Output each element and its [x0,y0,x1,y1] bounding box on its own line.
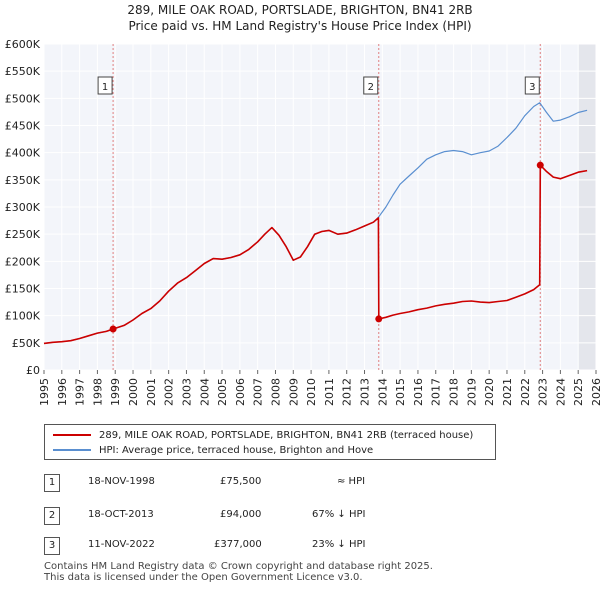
y-tick-label: £600K [5,38,41,51]
sale-price: £377,000 [214,539,262,550]
y-tick-label: £450K [5,120,41,133]
y-tick-label: £300K [5,201,41,214]
sale-point [109,325,117,333]
x-tick-label: 2007 [252,378,265,406]
footer-copyright: Contains HM Land Registry data © Crown c… [44,561,433,572]
x-tick-label: 1996 [56,378,69,406]
sale-date: 18-OCT-2013 [88,509,154,520]
y-tick-label: £550K [5,65,41,78]
x-tick-label: 2017 [430,378,443,406]
sale-point [375,315,383,323]
x-tick-label: 2021 [501,378,514,406]
y-tick-label: £350K [5,174,41,187]
x-tick-label: 2001 [145,378,158,406]
x-tick-label: 2025 [572,378,585,406]
legend-label-property: 289, MILE OAK ROAD, PORTSLADE, BRIGHTON,… [99,429,474,441]
x-tick-label: 2009 [287,378,300,406]
legend: 289, MILE OAK ROAD, PORTSLADE, BRIGHTON,… [44,424,496,460]
price-chart: £0 £50K £100K £150K £200K £250K £300K £350K £400… [5,38,600,406]
y-tick-label: £400K [5,147,41,160]
sale-price: £75,500 [220,476,262,487]
y-tick-label: £100K [5,310,41,323]
x-tick-label: 2002 [163,378,176,406]
x-tick-label: 2008 [269,378,282,406]
legend-label-hpi: HPI: Average price, terraced house, Brig… [99,444,374,456]
x-tick-label: 2000 [127,378,140,406]
footer: Contains HM Land Registry data © Crown c… [44,561,433,583]
y-tick-label: £250K [5,228,41,241]
chart-title-line1: 289, MILE OAK ROAD, PORTSLADE, BRIGHTON,… [127,3,473,17]
x-tick-label: 2018 [448,378,461,406]
x-tick-label: 1999 [109,378,122,406]
legend-item-property: 289, MILE OAK ROAD, PORTSLADE, BRIGHTON,… [53,428,473,442]
sale-label-text: 1 [102,82,108,93]
sale-number-badge: 3 [44,537,60,555]
legend-item-hpi: HPI: Average price, terraced house, Brig… [53,443,373,457]
table-row: 3 11-NOV-2022 £377,000 23% ↓ HPI [44,537,444,555]
sale-label-box [524,76,540,95]
x-tick-label: 2019 [465,378,478,406]
sale-hpi-comparison: 23% ↓ HPI [312,539,366,550]
footer-licence: This data is licensed under the Open Gov… [44,572,363,583]
x-tick-label: 2015 [394,378,407,406]
y-tick-label: £0 [26,364,40,377]
x-tick-label: 2026 [590,378,600,406]
x-tick-label: 2020 [483,378,496,406]
table-row: 2 18-OCT-2013 £94,000 67% ↓ HPI [44,507,444,525]
sale-number-badge: 2 [44,507,60,525]
sale-hpi-comparison: 67% ↓ HPI [312,509,366,520]
y-tick-label: £500K [5,92,41,105]
sale-label-box [363,76,379,95]
sale-hpi-comparison: ≈ HPI [337,476,366,487]
y-tick-label: £150K [5,283,41,296]
x-tick-label: 2023 [537,378,550,406]
sale-date: 18-NOV-1998 [88,476,155,487]
sale-number-badge: 1 [44,474,60,492]
sale-date: 11-NOV-2022 [88,539,155,550]
y-tick-label: £200K [5,255,41,268]
sale-point [536,161,544,169]
x-tick-label: 2010 [305,378,318,406]
legend-swatch-hpi [53,449,91,451]
x-tick-label: 2006 [234,378,247,406]
table-row: 1 18-NOV-1998 £75,500 ≈ HPI [44,474,444,492]
x-tick-label: 2022 [519,378,532,406]
x-tick-label: 2016 [412,378,425,406]
chart-title-line2: Price paid vs. HM Land Registry's House … [128,19,472,33]
y-tick-label: £50K [12,337,41,350]
x-tick-label: 1998 [91,378,104,406]
x-tick-label: 2024 [554,378,567,406]
x-tick-label: 2014 [376,378,389,406]
x-tick-label: 2005 [216,378,229,406]
sale-price: £94,000 [220,509,262,520]
x-tick-label: 2012 [341,378,354,406]
x-tick-label: 1995 [38,378,51,406]
sale-label-text: 3 [529,82,535,93]
x-tick-label: 1997 [74,378,87,406]
x-tick-label: 2013 [359,378,372,406]
legend-swatch-property [53,434,91,436]
x-tick-label: 2003 [180,378,193,406]
series-line-property [43,164,588,345]
sale-label-box [97,76,113,95]
x-tick-label: 2011 [323,378,336,406]
x-tick-label: 2004 [198,378,211,406]
sale-label-text: 2 [368,82,374,93]
